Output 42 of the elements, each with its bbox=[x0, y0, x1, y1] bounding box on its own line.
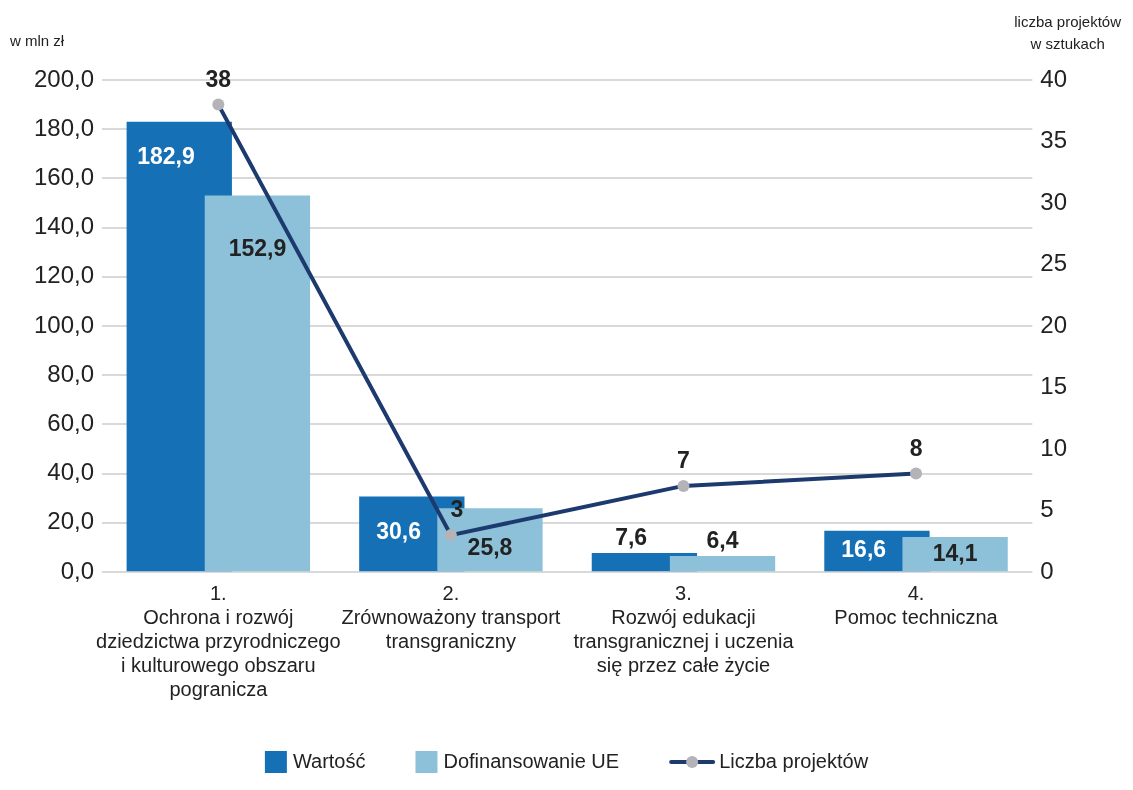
x-tick-label: 1. Ochrona i rozwój dziedzictwa przyrodniczego i kulturowego obszaru pogranicza bbox=[96, 581, 341, 700]
data-label: 152,9 bbox=[228, 235, 287, 262]
y-tick-label: 100,0 bbox=[34, 310, 95, 338]
y-tick-label: 0,0 bbox=[60, 556, 95, 584]
legend-label: Wartość bbox=[292, 749, 366, 772]
x-tick-label: 2. Zrównoważony transport transgraniczny bbox=[341, 581, 561, 652]
legend-label: Liczba projektów bbox=[719, 749, 869, 772]
y-tick-label: 80,0 bbox=[47, 359, 95, 387]
data-label: 182,9 bbox=[137, 143, 195, 170]
data-label: 25,8 bbox=[467, 534, 513, 561]
data-label: 30,6 bbox=[376, 518, 421, 545]
y2-axis-title: liczba projektów w sztukach bbox=[1014, 13, 1122, 53]
y2-tick-label: 10 bbox=[1040, 433, 1068, 461]
y2-tick-label: 35 bbox=[1040, 126, 1068, 154]
y2-tick-label: 30 bbox=[1040, 187, 1068, 215]
data-label: 6,4 bbox=[706, 526, 739, 553]
legend-label: Dofinansowanie UE bbox=[443, 749, 620, 772]
bar bbox=[204, 195, 311, 572]
y-tick-label: 180,0 bbox=[34, 113, 95, 141]
y2-tick-label: 40 bbox=[1040, 64, 1068, 92]
y2-tick-label: 5 bbox=[1040, 495, 1054, 523]
bar bbox=[669, 555, 776, 572]
data-label: 16,6 bbox=[841, 536, 887, 563]
y-tick-label: 60,0 bbox=[47, 409, 95, 437]
y-tick-label: 20,0 bbox=[47, 507, 95, 535]
y-tick-label: 140,0 bbox=[34, 212, 95, 240]
y2-tick-label: 20 bbox=[1040, 310, 1068, 338]
data-label: 38 bbox=[205, 65, 232, 92]
data-label: 8 bbox=[909, 434, 923, 461]
data-label: 14,1 bbox=[932, 539, 978, 566]
x-tick-label: 3. Rozwój edukacji transgranicznej i uczenia się przez całe życie bbox=[573, 581, 795, 676]
x-tick-label: 4. Pomoc techniczna bbox=[834, 581, 999, 628]
y-tick-label: 40,0 bbox=[47, 458, 95, 486]
y2-tick-label: 0 bbox=[1040, 556, 1054, 584]
y2-tick-label: 25 bbox=[1040, 249, 1068, 277]
y2-tick-label: 15 bbox=[1040, 372, 1068, 400]
y-axis-title: w mln zł bbox=[9, 32, 65, 50]
data-label: 7,6 bbox=[615, 523, 648, 550]
y-tick-label: 200,0 bbox=[34, 64, 95, 92]
y-tick-label: 160,0 bbox=[34, 163, 95, 191]
y-tick-label: 120,0 bbox=[34, 261, 95, 289]
data-label: 7 bbox=[677, 447, 690, 474]
